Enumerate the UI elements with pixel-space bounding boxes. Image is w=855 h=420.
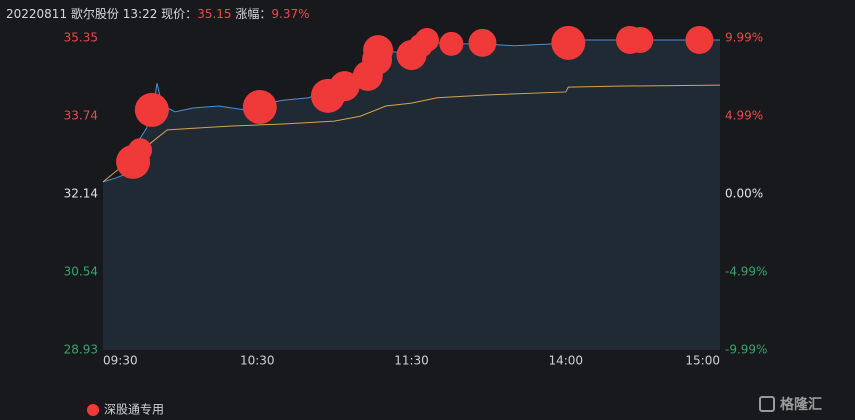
y-tick-label: 33.74 <box>64 109 98 123</box>
y2-tick-label: -4.99% <box>725 264 767 278</box>
x-tick-label: 15:00 <box>685 354 720 368</box>
legend-label: 深股通专用 <box>104 402 164 417</box>
bubble <box>363 35 394 66</box>
x-tick-label: 10:30 <box>240 354 275 368</box>
price: 35.15 <box>197 7 232 21</box>
y2-tick-label: 9.99% <box>725 31 763 45</box>
watermark-icon <box>759 396 775 412</box>
bubble <box>551 25 586 60</box>
y2-tick-label: 0.00% <box>725 187 763 201</box>
bubble <box>685 25 714 54</box>
bubble <box>414 27 439 52</box>
bubble <box>134 92 169 127</box>
x-tick-label: 14:00 <box>548 354 583 368</box>
bubble <box>329 71 360 102</box>
bubble <box>627 26 654 53</box>
average-line <box>102 84 721 183</box>
x-tick-label: 11:30 <box>394 354 429 368</box>
y-tick-label: 35.35 <box>64 31 98 45</box>
legend-marker <box>87 404 99 416</box>
y-tick-label: 30.54 <box>64 264 98 278</box>
y2-tick-label: -9.99% <box>725 343 767 357</box>
change: 9.37% <box>271 7 310 21</box>
date: 20220811 <box>6 7 68 21</box>
price-label: 现价： <box>161 7 198 21</box>
bubble <box>128 138 153 163</box>
watermark: 格隆汇 <box>780 396 822 413</box>
y-tick-label: 28.93 <box>64 343 98 357</box>
bubble <box>242 90 277 125</box>
x-tick-label: 09:30 <box>103 354 138 368</box>
header: 20220811 歌尔股份 13:22 现价：35.15 涨幅：9.37% <box>6 5 310 22</box>
bubble <box>439 31 464 56</box>
stock-name: 歌尔股份 <box>70 7 119 21</box>
y-tick-label: 32.14 <box>64 187 98 201</box>
time: 13:22 <box>122 7 158 21</box>
change-label: 涨幅： <box>235 7 272 21</box>
y2-tick-label: 4.99% <box>725 109 763 123</box>
bubble <box>468 28 497 57</box>
